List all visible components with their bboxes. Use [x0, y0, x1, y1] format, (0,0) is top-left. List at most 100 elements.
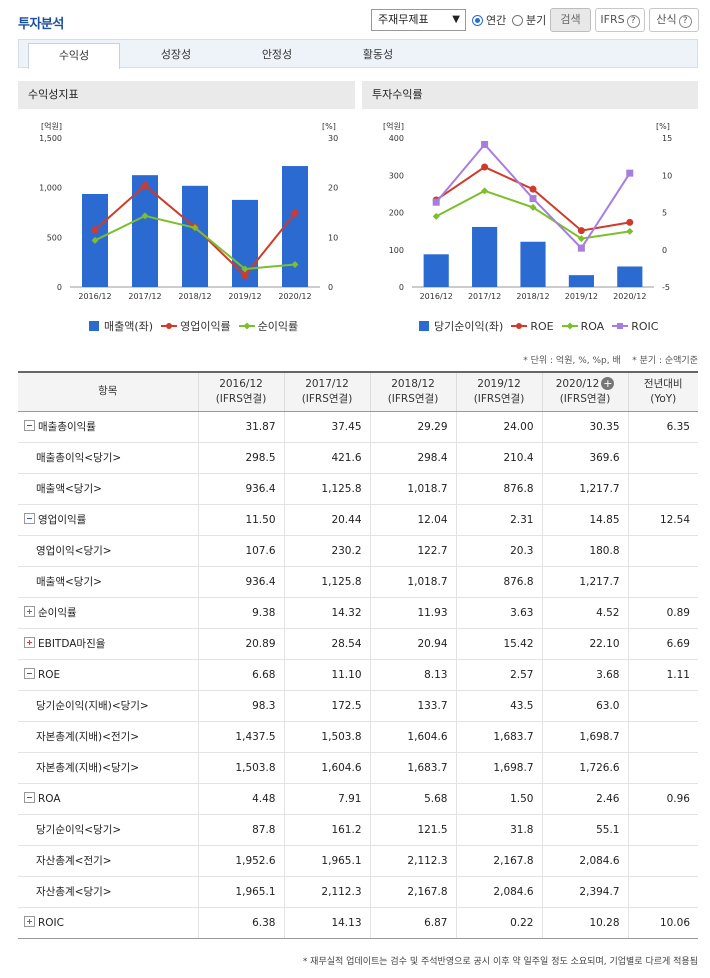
collapse-icon[interactable]	[24, 513, 35, 524]
table-cell: 6.38	[198, 907, 285, 939]
ifrs-button[interactable]: IFRS?	[595, 8, 645, 32]
row-label[interactable]: 매출총이익률	[18, 411, 199, 443]
x-tick-label: 2020/12	[613, 292, 646, 301]
table-cell: 1,965.1	[284, 845, 371, 877]
legend-label: ROE	[530, 319, 554, 333]
legend-label: ROA	[580, 319, 605, 333]
column-header-text: 2017/12	[305, 377, 349, 390]
table-cell: 298.5	[198, 442, 285, 474]
left-tick-label: 400	[389, 134, 404, 143]
row-label-text: 당기순이익<당기>	[36, 824, 122, 836]
table-cell: 1,965.1	[198, 876, 285, 908]
table-cell: 6.35	[628, 411, 698, 443]
table-cell: 2.46	[542, 783, 629, 815]
column-header-text: (IFRS연결)	[387, 392, 439, 405]
right-tick-label: 20	[328, 184, 338, 193]
radio-on-icon	[472, 14, 483, 26]
chevron-down-icon: ▼	[452, 14, 460, 25]
table-cell: 11.10	[284, 659, 371, 691]
bar	[472, 226, 498, 287]
table-cell	[628, 473, 698, 505]
formula-button[interactable]: 산식?	[649, 8, 699, 32]
right-tick-label: -5	[662, 283, 670, 292]
table-cell: 2.31	[456, 504, 543, 536]
row-label-text: 당기순이익(지배)<당기>	[36, 700, 149, 712]
footer-note: * 재무실적 업데이트는 검수 및 주석반영으로 공시 이후 약 일주일 정도 …	[302, 957, 698, 967]
table-cell: 20.94	[370, 628, 457, 660]
table-cell: 37.45	[284, 411, 371, 443]
table-cell: 20.89	[198, 628, 285, 660]
row-label[interactable]: EBITDA마진율	[18, 628, 199, 660]
tab-stability[interactable]: 안정성	[261, 48, 293, 61]
statement-select[interactable]: 주재무제표 ▼	[371, 9, 466, 31]
x-tick-label: 2016/12	[78, 292, 111, 301]
expand-icon[interactable]	[24, 606, 35, 617]
row-label[interactable]: 영업이익률	[18, 504, 199, 536]
radio-quarter-label: 분기	[526, 14, 547, 27]
x-tick-label: 2018/12	[516, 292, 549, 301]
data-point	[529, 185, 537, 193]
row-label-text: ROA	[38, 793, 61, 805]
ifrs-label: IFRS	[600, 13, 625, 26]
right-tick-label: 15	[662, 134, 672, 143]
row-label[interactable]: ROIC	[18, 907, 199, 939]
table-cell: 1,683.7	[456, 721, 543, 753]
bar	[617, 266, 643, 287]
line-swatch-icon	[511, 323, 528, 329]
row-label[interactable]: ROE	[18, 659, 199, 691]
left-tick-label: 200	[389, 209, 404, 218]
search-button[interactable]: 검색	[550, 8, 591, 32]
column-header-text: (IFRS연결)	[215, 392, 267, 405]
radio-off-icon	[512, 14, 523, 26]
table-cell: 30.35	[542, 411, 629, 443]
table-cell: 11.93	[370, 597, 457, 629]
table-row: ROA 4.48 7.91 5.68 1.50 2.46 0.96	[18, 783, 698, 815]
table-cell	[628, 535, 698, 567]
row-label-text: 자산총계<당기>	[36, 886, 112, 898]
row-label-text: 순이익률	[38, 607, 77, 619]
table-cell: 1,217.7	[542, 473, 629, 505]
right-axis-unit: [%]	[656, 122, 670, 131]
table-cell: 31.8	[456, 814, 543, 846]
x-tick-label: 2019/12	[228, 292, 261, 301]
table-cell	[628, 845, 698, 877]
table-cell: 2,167.8	[370, 876, 457, 908]
collapse-icon[interactable]	[24, 792, 35, 803]
expand-column-icon[interactable]: +	[601, 376, 615, 390]
data-point	[91, 236, 99, 244]
legend-label: ROIC	[631, 319, 659, 333]
row-label-text: 매출총이익률	[38, 421, 96, 433]
collapse-icon[interactable]	[24, 668, 35, 679]
tab-profitability[interactable]: 수익성	[28, 43, 120, 69]
data-point	[191, 224, 199, 232]
collapse-icon[interactable]	[24, 420, 35, 431]
bar	[568, 275, 594, 287]
left-tick-label: 100	[389, 246, 404, 255]
return-chart: [억원] [%] 400 15 300 10 200 5 100 0 0 -5 2016/12 2017/…	[383, 121, 672, 301]
column-header: 2017/12 (IFRS연결)	[284, 371, 371, 412]
bar	[282, 166, 308, 287]
expand-icon[interactable]	[24, 637, 35, 648]
data-point	[529, 195, 537, 203]
column-header-text: 2019/12	[477, 377, 521, 390]
ratio-table: 항목 2016/12 (IFRS연결) 2017/12 (IFRS연결) 2018/12 (…	[18, 371, 698, 939]
table-cell: 230.2	[284, 535, 371, 567]
table-cell: 1,698.7	[456, 752, 543, 784]
radio-quarter[interactable]: 분기	[512, 12, 546, 28]
table-cell: 1,683.7	[370, 752, 457, 784]
legend-item: ROE	[511, 319, 554, 333]
radio-annual[interactable]: 연간	[472, 12, 506, 28]
tab-activity[interactable]: 활동성	[362, 48, 394, 61]
left-tick-label: 1,500	[39, 134, 62, 143]
row-label[interactable]: 순이익률	[18, 597, 199, 629]
expand-icon[interactable]	[24, 916, 35, 927]
table-cell: 0.22	[456, 907, 543, 939]
table-cell: 1.50	[456, 783, 543, 815]
tab-growth[interactable]: 성장성	[160, 48, 192, 61]
table-cell: 180.8	[542, 535, 629, 567]
row-label: 자산총계<전기>	[18, 845, 199, 877]
table-cell: 22.10	[542, 628, 629, 660]
row-label[interactable]: ROA	[18, 783, 199, 815]
table-row: 매출액<당기> 936.4 1,125.8 1,018.7 876.8 1,217.7	[18, 473, 698, 505]
table-cell: 876.8	[456, 566, 543, 598]
